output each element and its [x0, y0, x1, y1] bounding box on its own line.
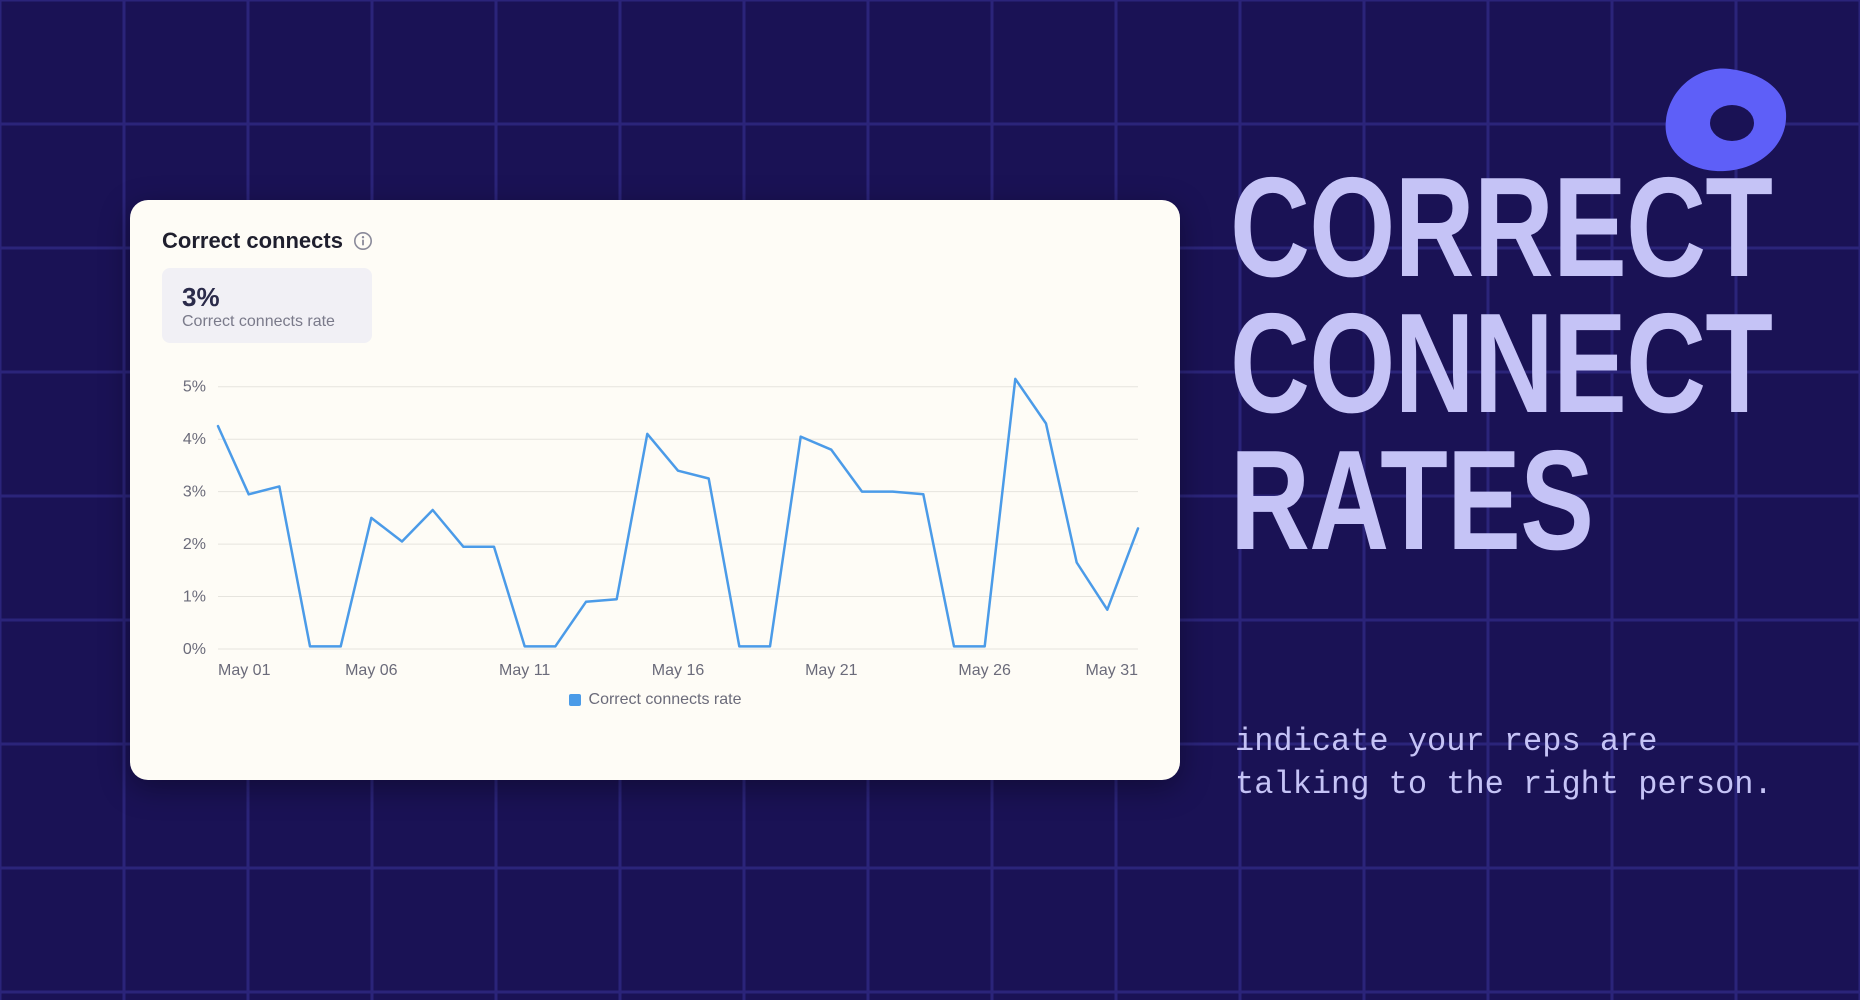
- headline-word-2: CONNECT: [1230, 296, 1706, 432]
- chart-card: Correct connects 3% Correct connects rat…: [130, 200, 1180, 780]
- card-header: Correct connects: [162, 228, 1148, 254]
- headline-text: CORRECT CONNECT RATES: [1230, 160, 1840, 569]
- card-title: Correct connects: [162, 228, 343, 254]
- svg-text:May 01: May 01: [218, 662, 271, 679]
- line-chart: 0% 1% 2% 3% 4% 5% May 01 May 06 May 11 May 16 May …: [162, 363, 1148, 683]
- svg-text:May 16: May 16: [652, 662, 705, 679]
- subline-text: indicate your reps are talking to the ri…: [1235, 720, 1795, 806]
- svg-text:4%: 4%: [183, 431, 206, 448]
- stat-value: 3%: [182, 282, 352, 313]
- svg-text:May 31: May 31: [1086, 662, 1139, 679]
- headline-word-3: RATES: [1230, 433, 1706, 569]
- chart-legend: Correct connects rate: [162, 691, 1148, 709]
- headline-word-1: CORRECT: [1230, 160, 1706, 296]
- svg-text:3%: 3%: [183, 484, 206, 501]
- stat-label: Correct connects rate: [182, 313, 352, 331]
- stat-box: 3% Correct connects rate: [162, 268, 372, 343]
- svg-text:2%: 2%: [183, 536, 206, 553]
- svg-text:May 11: May 11: [499, 662, 550, 679]
- legend-swatch: [569, 694, 581, 706]
- svg-text:May 06: May 06: [345, 662, 398, 679]
- legend-label: Correct connects rate: [589, 691, 742, 709]
- svg-text:May 26: May 26: [958, 662, 1011, 679]
- svg-text:May 21: May 21: [805, 662, 858, 679]
- svg-text:0%: 0%: [183, 641, 206, 658]
- svg-text:5%: 5%: [183, 379, 206, 396]
- info-icon[interactable]: [353, 231, 373, 251]
- svg-text:1%: 1%: [183, 589, 206, 606]
